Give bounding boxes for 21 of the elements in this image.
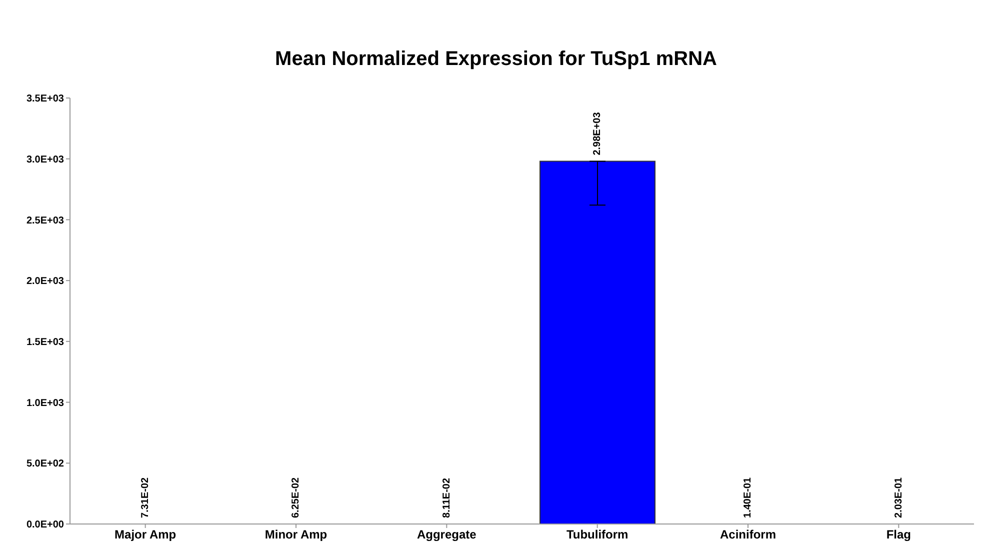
data-label: 7.31E-02 (140, 476, 151, 518)
y-tick-label: 5.0E+02 (26, 458, 64, 470)
y-tick-label: 2.5E+03 (26, 215, 64, 226)
x-tick-label: Major Amp (114, 528, 176, 542)
y-tick-label: 1.5E+03 (26, 336, 64, 348)
data-label: 1.40E-01 (742, 476, 754, 518)
y-tick-label: 0.0E+00 (26, 520, 64, 531)
y-tick-label: 2.0E+03 (26, 276, 64, 288)
x-tick-label: Aggregate (416, 528, 477, 542)
x-tick-label: Minor Amp (264, 528, 328, 542)
x-tick-label: Flag (886, 528, 912, 542)
y-tick-label: 3.5E+03 (26, 94, 64, 105)
data-label: 6.25E-02 (290, 476, 302, 518)
data-label: 2.03E-01 (893, 476, 904, 518)
x-tick-label: Tubuliform (566, 528, 628, 542)
data-label: 2.98E+03 (592, 112, 603, 156)
chart-title: Mean Normalized Expression for TuSp1 mRNA (274, 47, 718, 72)
data-label: 8.11E-02 (441, 478, 452, 518)
x-tick-label: Aciniform (720, 528, 776, 542)
y-tick-label: 3.0E+03 (26, 154, 64, 166)
y-tick-label: 1.0E+03 (26, 398, 64, 409)
